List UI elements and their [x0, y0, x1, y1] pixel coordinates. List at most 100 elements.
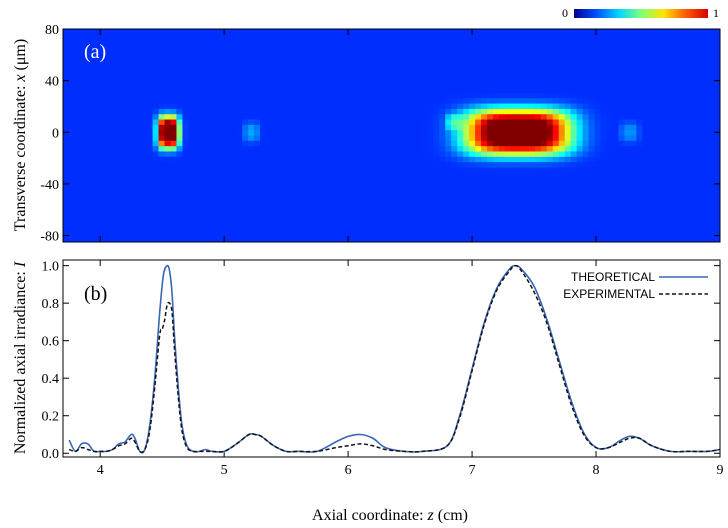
heatmap-cell — [92, 167, 100, 174]
heatmap-cell — [714, 108, 720, 115]
heatmap-cell — [230, 178, 237, 185]
heatmap-cell — [272, 135, 279, 142]
heatmap-cell — [379, 98, 387, 105]
heatmap-cell — [397, 39, 405, 46]
heatmap-cell — [242, 135, 249, 142]
heatmap-cell — [690, 103, 697, 110]
heatmap-cell — [224, 215, 231, 222]
heatmap-cell — [319, 55, 327, 62]
heatmap-cell — [516, 130, 524, 137]
heatmap-cell — [254, 114, 261, 121]
heatmap-cell — [642, 204, 649, 211]
heatmap-cell — [283, 29, 291, 35]
heatmap-cell — [666, 210, 673, 216]
heatmap-cell — [367, 167, 375, 174]
heatmap-cell — [421, 210, 428, 216]
heatmap-cell — [254, 183, 261, 190]
heatmap-cell — [355, 151, 363, 158]
heatmap-cell — [266, 39, 273, 46]
heatmap-cell — [666, 50, 673, 57]
heatmap-cell — [319, 188, 327, 195]
heatmap-cell — [660, 226, 667, 232]
heatmap-cell — [415, 39, 422, 46]
heatmap-cell — [176, 76, 184, 83]
heatmap-cell — [654, 124, 661, 131]
heatmap-cell — [236, 76, 243, 83]
heatmap-cell — [266, 220, 273, 227]
heatmap-cell — [295, 76, 303, 83]
heatmap-cell — [552, 220, 560, 227]
heatmap-cell — [206, 215, 213, 222]
heatmap-cell — [236, 55, 243, 62]
heatmap-cell — [487, 55, 494, 62]
heatmap-cell — [86, 82, 94, 89]
heatmap-cell — [206, 188, 213, 195]
heatmap-cell — [576, 71, 584, 78]
heatmap-cell — [128, 135, 136, 142]
heatmap-cell — [415, 178, 422, 185]
heatmap-cell — [206, 29, 213, 35]
heatmap-cell — [534, 29, 542, 35]
heatmap-cell — [373, 108, 381, 115]
heatmap-cell — [146, 76, 154, 83]
heatmap-cell — [200, 124, 207, 131]
heatmap-cell — [230, 39, 237, 46]
heatmap-cell — [475, 194, 482, 200]
heatmap-cell — [493, 220, 500, 227]
heatmap-cell — [355, 130, 363, 137]
heatmap-cell — [702, 146, 709, 153]
heatmap-cell — [654, 44, 661, 51]
heatmap-cell — [63, 60, 70, 67]
heatmap-cell — [307, 55, 315, 62]
heatmap-cell — [612, 71, 620, 78]
heatmap-cell — [278, 124, 285, 131]
heatmap-cell — [582, 204, 590, 211]
heatmap-cell — [158, 183, 166, 190]
heatmap-cell — [128, 194, 136, 200]
heatmap-cell — [546, 55, 554, 62]
heatmap-cell — [313, 231, 321, 238]
heatmap-cell — [343, 124, 351, 131]
heatmap-cell — [248, 114, 255, 121]
heatmap-cell — [624, 135, 632, 142]
heatmap-cell — [266, 135, 273, 142]
heatmap-cell — [307, 119, 315, 126]
heatmap-cell — [176, 98, 184, 105]
heatmap-cell — [666, 60, 673, 67]
heatmap-cell — [379, 119, 387, 126]
heatmap-cell — [678, 151, 685, 158]
heatmap-cell — [618, 183, 626, 190]
heatmap-cell — [660, 130, 667, 137]
heatmap-cell — [194, 34, 201, 41]
heatmap-cell — [295, 236, 303, 242]
heatmap-cell — [481, 220, 488, 227]
heatmap-cell — [68, 167, 76, 174]
heatmap-cell — [86, 172, 94, 179]
heatmap-cell — [325, 39, 333, 46]
heatmap-cell — [528, 66, 536, 73]
heatmap-cell — [236, 130, 243, 137]
heatmap-cell — [164, 210, 172, 216]
heatmap-cell — [672, 114, 679, 121]
heatmap-cell — [421, 156, 428, 163]
heatmap-cell — [355, 162, 363, 169]
heatmap-cell — [170, 55, 178, 62]
heatmap-cell — [552, 204, 560, 211]
heatmap-cell — [80, 199, 88, 206]
heatmap-cell — [182, 50, 190, 57]
line-x-axis-title: Axial coordinate: z (cm) — [312, 507, 468, 524]
heatmap-cell — [68, 130, 76, 137]
heatmap-cell — [385, 135, 393, 142]
heatmap-cell — [546, 151, 554, 158]
heatmap-cell — [283, 34, 291, 41]
heatmap-cell — [588, 114, 596, 121]
heatmap-cell — [278, 183, 285, 190]
heatmap-cell — [349, 92, 357, 99]
heatmap-cell — [403, 162, 411, 169]
heatmap-cell — [439, 156, 446, 163]
heatmap-cell — [606, 130, 614, 137]
heatmap-cell — [266, 199, 273, 206]
heatmap-cell — [636, 29, 643, 35]
heatmap-cell — [242, 130, 249, 137]
heatmap-cell — [146, 162, 154, 169]
